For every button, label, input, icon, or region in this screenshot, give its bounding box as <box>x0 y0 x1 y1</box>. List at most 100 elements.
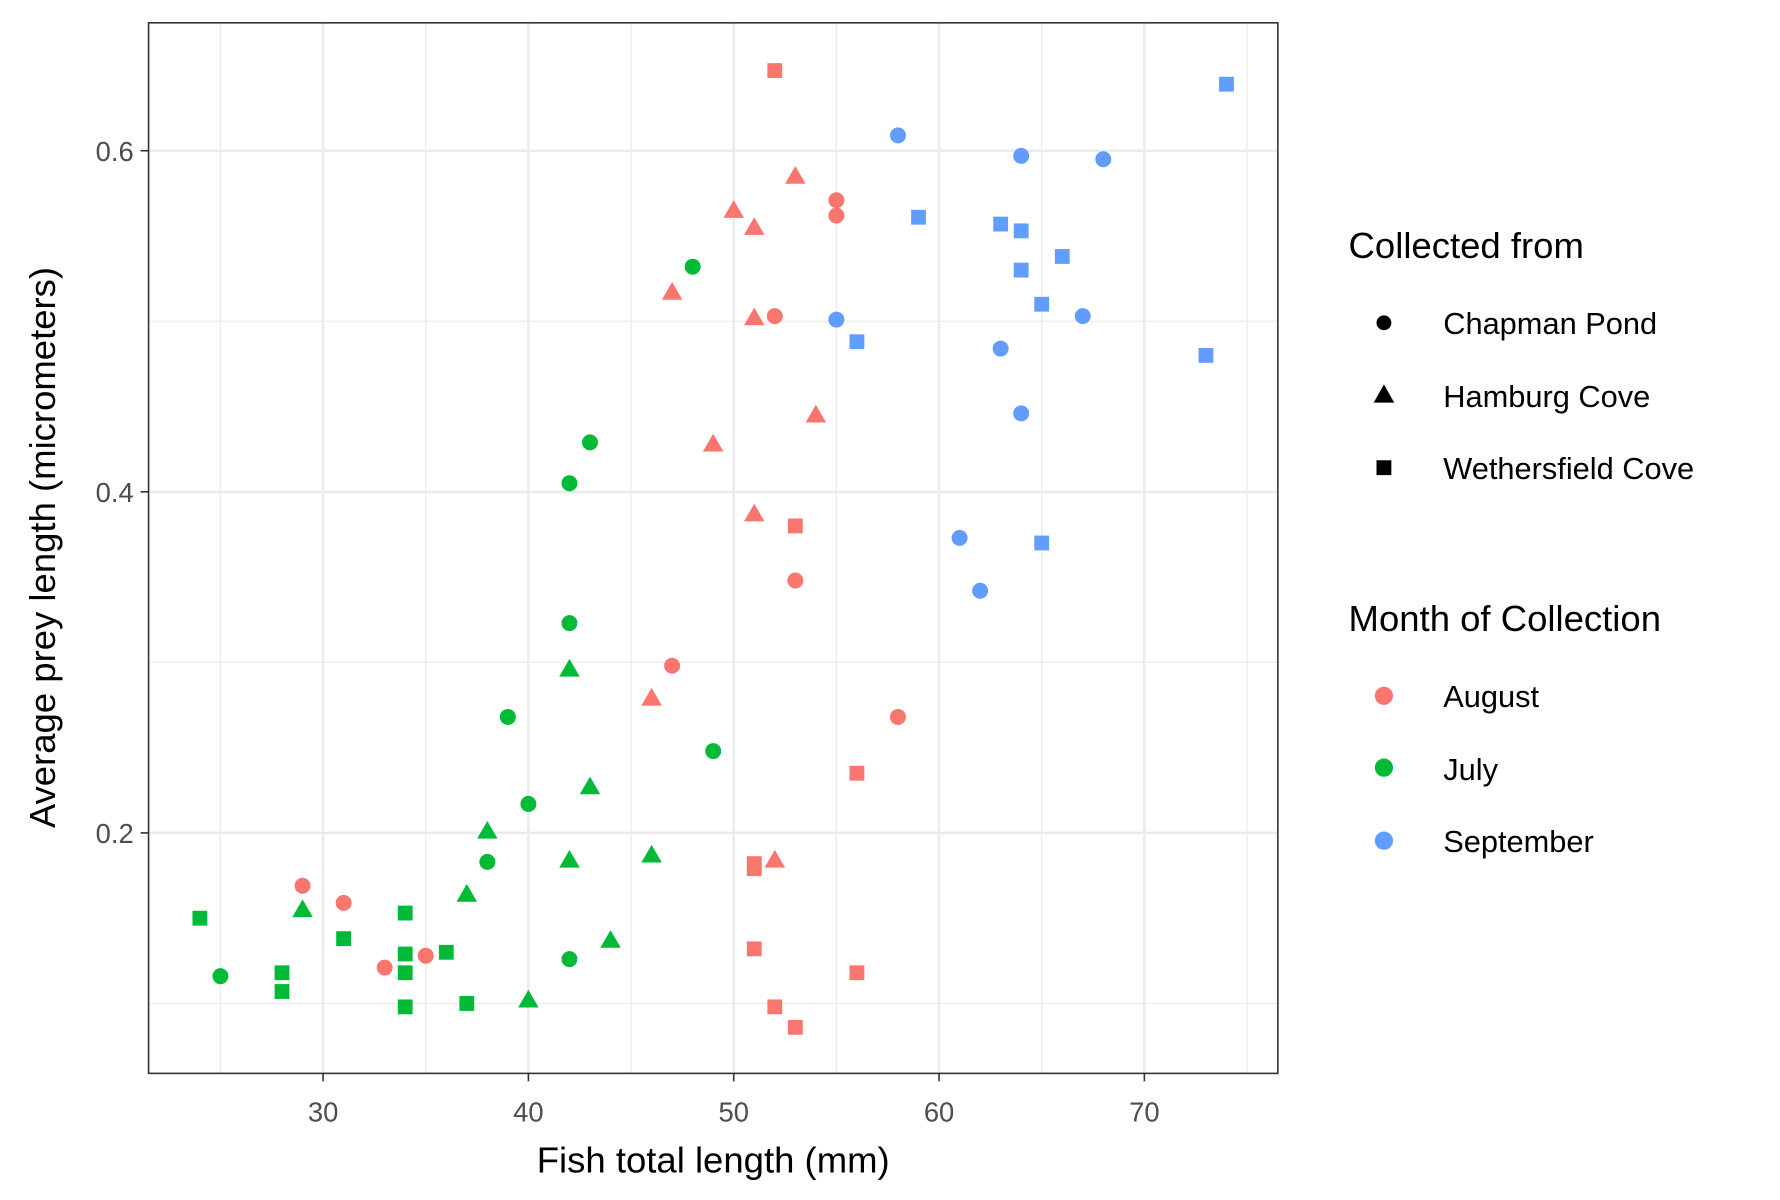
point-august-wethersfield-cove <box>746 861 762 877</box>
point-september-chapman-pond <box>1013 405 1030 422</box>
point-august-chapman-pond <box>664 657 681 674</box>
point-august-hamburg-cove <box>805 404 827 423</box>
legend-key-august <box>1374 686 1394 705</box>
point-july-wethersfield-cove <box>397 999 413 1015</box>
point-july-wethersfield-cove <box>274 984 290 999</box>
point-august-hamburg-cove <box>723 200 744 218</box>
point-august-hamburg-cove <box>785 166 806 184</box>
point-august-wethersfield-cove <box>767 63 783 78</box>
point-july-hamburg-cove <box>559 658 580 677</box>
point-august-wethersfield-cove <box>787 1019 803 1035</box>
y-tick-label: 0.6 <box>96 136 134 167</box>
x-tick-label: 50 <box>719 1096 749 1127</box>
legend-label: August <box>1443 679 1539 714</box>
point-july-wethersfield-cove <box>397 946 413 962</box>
x-tick-label: 40 <box>513 1096 543 1127</box>
point-july-hamburg-cove <box>456 884 478 902</box>
point-september-chapman-pond <box>890 127 906 144</box>
point-july-hamburg-cove <box>559 849 580 868</box>
point-july-wethersfield-cove <box>459 996 475 1011</box>
point-september-wethersfield-cove <box>1013 262 1029 278</box>
point-september-chapman-pond <box>828 311 845 328</box>
legend-key-triangle <box>1373 384 1395 403</box>
point-august-wethersfield-cove <box>849 765 865 781</box>
point-august-chapman-pond <box>787 572 804 589</box>
point-july-wethersfield-cove <box>274 965 290 981</box>
point-august-hamburg-cove <box>743 503 765 522</box>
point-august-wethersfield-cove <box>746 941 762 957</box>
data-points <box>192 63 1234 1035</box>
legend-label: September <box>1443 824 1594 859</box>
x-axis-title: Fish total length (mm) <box>537 1140 890 1181</box>
point-july-chapman-pond <box>684 258 701 275</box>
point-july-chapman-pond <box>561 475 578 492</box>
point-july-hamburg-cove <box>477 820 498 839</box>
legend-label: July <box>1443 752 1498 787</box>
point-september-chapman-pond <box>1095 151 1112 168</box>
plot-panel-border <box>147 22 1279 1075</box>
legend-key-square <box>1376 460 1392 476</box>
point-august-hamburg-cove <box>641 687 662 706</box>
point-july-wethersfield-cove <box>192 910 208 926</box>
legend-label: Chapman Pond <box>1443 306 1657 341</box>
point-september-chapman-pond <box>1074 308 1091 325</box>
point-july-chapman-pond <box>212 968 229 985</box>
legend-label: Wethersfield Cove <box>1443 451 1694 486</box>
shape-legend-title: Collected from <box>1349 225 1584 266</box>
point-september-wethersfield-cove <box>1054 249 1070 264</box>
point-august-chapman-pond <box>335 894 352 911</box>
point-september-chapman-pond <box>992 340 1009 357</box>
y-axis-title: Average prey length (micrometers) <box>22 267 63 828</box>
point-august-chapman-pond <box>766 308 783 325</box>
point-august-chapman-pond <box>294 877 311 894</box>
point-august-chapman-pond <box>376 959 393 976</box>
point-september-wethersfield-cove <box>849 334 865 350</box>
point-july-wethersfield-cove <box>397 965 413 981</box>
point-july-hamburg-cove <box>292 899 313 918</box>
legend-key-july <box>1374 758 1394 777</box>
point-september-chapman-pond <box>1013 147 1030 164</box>
point-september-wethersfield-cove <box>1219 76 1234 92</box>
x-tick-label: 60 <box>924 1096 954 1127</box>
point-august-hamburg-cove <box>743 217 765 235</box>
legend-key-circle <box>1376 315 1392 331</box>
point-september-wethersfield-cove <box>993 216 1009 232</box>
legend-key-september <box>1374 831 1394 850</box>
point-august-chapman-pond <box>828 207 845 224</box>
point-september-wethersfield-cove <box>1013 223 1029 239</box>
point-july-chapman-pond <box>479 853 496 870</box>
point-july-wethersfield-cove <box>336 931 352 947</box>
point-august-hamburg-cove <box>702 433 724 452</box>
point-july-chapman-pond <box>520 795 537 812</box>
point-july-chapman-pond <box>561 951 578 968</box>
y-tick-label: 0.2 <box>96 818 134 849</box>
point-july-hamburg-cove <box>600 930 621 948</box>
point-august-wethersfield-cove <box>849 965 865 981</box>
grid <box>148 22 1278 1074</box>
y-tick-label: 0.4 <box>96 477 134 508</box>
point-september-chapman-pond <box>951 529 968 546</box>
point-august-wethersfield-cove <box>787 518 803 534</box>
point-july-hamburg-cove <box>579 776 601 795</box>
point-july-hamburg-cove <box>518 989 539 1008</box>
point-august-hamburg-cove <box>661 282 683 300</box>
point-july-chapman-pond <box>561 615 578 632</box>
point-august-chapman-pond <box>417 947 434 964</box>
shape-legend: Collected from Chapman Pond Hamburg Cove… <box>1349 225 1695 486</box>
point-august-hamburg-cove <box>764 849 786 868</box>
point-september-wethersfield-cove <box>1034 296 1050 312</box>
point-september-wethersfield-cove <box>911 209 926 225</box>
x-tick-label: 70 <box>1129 1096 1159 1127</box>
point-september-chapman-pond <box>972 582 989 599</box>
color-legend-title: Month of Collection <box>1349 598 1661 639</box>
x-tick-label: 30 <box>308 1096 338 1127</box>
point-august-hamburg-cove <box>743 307 765 326</box>
point-august-wethersfield-cove <box>767 999 783 1015</box>
point-july-hamburg-cove <box>641 844 662 863</box>
point-july-wethersfield-cove <box>438 944 454 960</box>
legend-label: Hamburg Cove <box>1443 379 1650 414</box>
point-august-chapman-pond <box>890 708 906 725</box>
point-july-wethersfield-cove <box>397 905 413 921</box>
color-legend: Month of Collection August July Septembe… <box>1349 598 1661 859</box>
